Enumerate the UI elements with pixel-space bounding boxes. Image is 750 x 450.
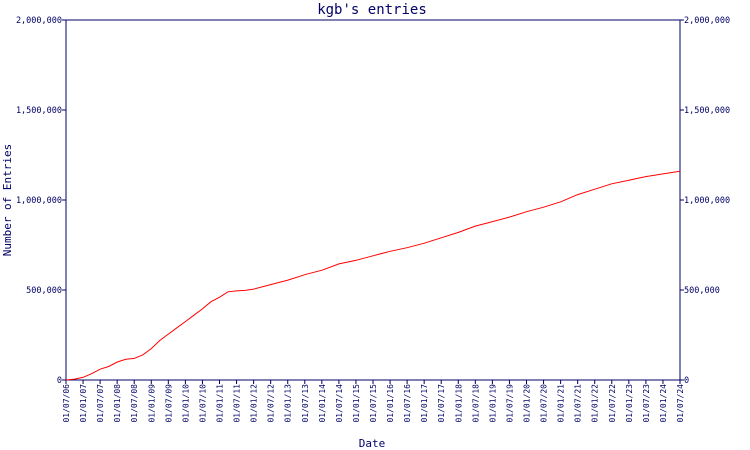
x-tick-label: 01/07/21 xyxy=(574,384,583,423)
x-tick-label: 01/07/11 xyxy=(233,384,242,423)
x-tick-label: 01/01/09 xyxy=(147,384,156,423)
y-tick-label-left: 0 xyxy=(57,376,62,386)
y-tick-label-right: 500,000 xyxy=(684,286,720,296)
y-tick-label-left: 1,500,000 xyxy=(16,106,62,116)
x-tick-label: 01/07/08 xyxy=(130,384,139,423)
x-tick-label: 01/01/13 xyxy=(284,384,293,423)
y-axis-right: 0 500,000 1,000,000 1,500,000 2,000,000 xyxy=(680,16,730,386)
x-tick-label: 01/07/20 xyxy=(540,384,549,423)
x-tick-label: 01/01/24 xyxy=(659,384,668,423)
y-tick-label-left: 500,000 xyxy=(26,286,62,296)
x-tick-label: 01/01/21 xyxy=(557,384,566,423)
y-tick-label-right: 1,000,000 xyxy=(684,196,730,206)
x-tick-label: 01/07/13 xyxy=(301,384,310,423)
x-tick-label: 01/01/22 xyxy=(591,384,600,423)
y-axis-label: Number of Entries xyxy=(1,144,14,257)
x-tick-label: 01/01/12 xyxy=(250,384,259,423)
x-tick-label: 01/07/19 xyxy=(505,384,514,423)
y-tick-label-left: 2,000,000 xyxy=(16,16,62,26)
y-tick-label-left: 1,000,000 xyxy=(16,196,62,206)
x-tick-label: 01/01/20 xyxy=(523,384,532,423)
x-tick-label: 01/01/08 xyxy=(113,384,122,423)
x-tick-label: 01/07/09 xyxy=(164,384,173,423)
x-tick-label: 01/07/06 xyxy=(62,384,71,423)
x-tick-label: 01/07/12 xyxy=(267,384,276,423)
x-tick-label: 01/07/17 xyxy=(437,384,446,423)
x-tick-label: 01/07/18 xyxy=(471,384,480,423)
x-tick-label: 01/07/24 xyxy=(676,384,685,423)
x-tick-label: 01/07/22 xyxy=(608,384,617,423)
x-tick-label: 01/01/23 xyxy=(625,384,634,423)
y-axis-left: 0 500,000 1,000,000 1,500,000 2,000,000 xyxy=(16,16,66,386)
x-tick-label: 01/01/15 xyxy=(352,384,361,423)
x-axis: 01/07/06 01/01/07 01/07/07 01/01/08 01/07/08… xyxy=(62,380,685,423)
x-tick-label: 01/01/07 xyxy=(79,384,88,423)
x-tick-label: 01/01/16 xyxy=(386,384,395,423)
x-tick-label: 01/07/16 xyxy=(403,384,412,423)
x-tick-label: 01/07/10 xyxy=(198,384,207,423)
x-tick-label: 01/01/10 xyxy=(181,384,190,423)
x-axis-label: Date xyxy=(359,437,386,450)
x-tick-label: 01/07/15 xyxy=(369,384,378,423)
x-tick-label: 01/07/14 xyxy=(335,384,344,423)
x-tick-label: 01/01/14 xyxy=(318,384,327,423)
y-tick-label-right: 0 xyxy=(684,376,689,386)
x-tick-label: 01/07/07 xyxy=(96,384,105,423)
x-tick-label: 01/01/19 xyxy=(488,384,497,423)
series-line xyxy=(65,170,681,381)
x-tick-label: 01/01/18 xyxy=(454,384,463,423)
x-tick-label: 01/01/17 xyxy=(420,384,429,423)
x-tick-label: 01/01/11 xyxy=(216,384,225,423)
x-tick-label: 01/07/23 xyxy=(642,384,651,423)
y-tick-label-right: 1,500,000 xyxy=(684,106,730,116)
y-tick-label-right: 2,000,000 xyxy=(684,16,730,26)
chart-title: kgb's entries xyxy=(317,2,427,18)
